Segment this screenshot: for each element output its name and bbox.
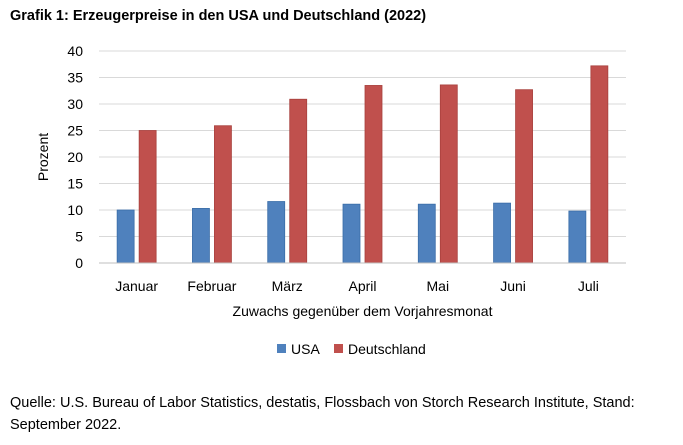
x-tick-label: Februar: [187, 278, 236, 294]
legend: USA Deutschland: [277, 341, 426, 357]
x-axis-label: Zuwachs gegenüber dem Vorjahresmonat: [233, 303, 493, 319]
y-tick-label: 15: [67, 176, 83, 192]
legend-label-usa: USA: [291, 341, 320, 357]
x-tick-label: Juli: [578, 278, 599, 294]
bar-usa-0: [116, 209, 135, 264]
y-tick-label: 40: [67, 43, 83, 59]
bar-deutschland-2: [289, 98, 308, 264]
bar-chart: 0 5 10 15 20 25 30 35 40 Januar Februar März April M…: [35, 43, 626, 357]
y-tick-label: 10: [67, 202, 83, 218]
x-tick-label: April: [348, 278, 376, 294]
bar-usa-2: [267, 201, 286, 264]
y-tick-label: 5: [75, 229, 83, 245]
x-tick-label: März: [272, 278, 303, 294]
bar-usa-1: [192, 208, 210, 264]
bar-deutschland-1: [214, 125, 232, 264]
bar-deutschland-0: [138, 130, 157, 264]
bars: [116, 65, 609, 264]
source-note: Quelle: U.S. Bureau of Labor Statistics,…: [10, 395, 635, 433]
x-axis-ticks: Januar Februar März April Mai Juni Juli: [115, 278, 599, 294]
legend-swatch-usa: [277, 344, 286, 353]
y-axis-label: Prozent: [35, 133, 51, 181]
bar-usa-6: [568, 210, 587, 264]
bar-deutschland-4: [439, 84, 458, 264]
bar-deutschland-5: [515, 89, 533, 264]
bar-usa-3: [342, 203, 361, 264]
legend-label-deutschland: Deutschland: [348, 341, 426, 357]
x-tick-label: Januar: [115, 278, 158, 294]
y-tick-label: 35: [67, 70, 83, 86]
y-tick-label: 0: [75, 255, 83, 271]
bar-usa-4: [417, 203, 436, 264]
x-tick-label: Juni: [500, 278, 526, 294]
y-axis-ticks: 0 5 10 15 20 25 30 35 40: [67, 43, 83, 271]
chart-title: Grafik 1: Erzeugerpreise in den USA und …: [10, 8, 427, 24]
bar-deutschland-6: [590, 65, 609, 264]
y-tick-label: 30: [67, 96, 83, 112]
x-tick-label: Mai: [427, 278, 450, 294]
bar-deutschland-3: [364, 85, 383, 264]
y-tick-label: 25: [67, 123, 83, 139]
legend-swatch-deutschland: [334, 344, 343, 353]
bar-usa-5: [493, 202, 511, 264]
y-tick-label: 20: [67, 149, 83, 165]
gridlines: [99, 50, 626, 237]
